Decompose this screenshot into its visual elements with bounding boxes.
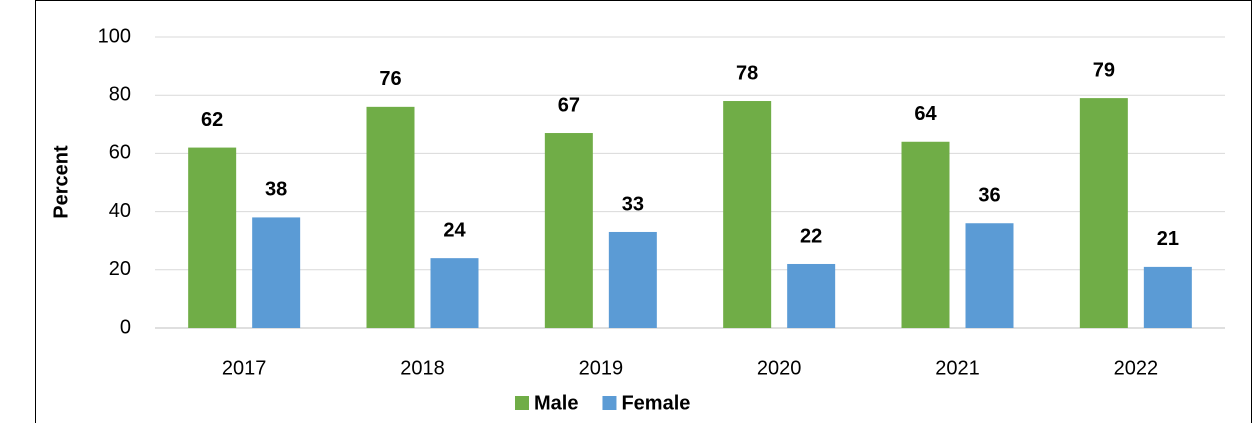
data-label: 36 xyxy=(978,185,1000,207)
bar xyxy=(723,101,772,329)
x-tick-label: 2022 xyxy=(1114,357,1159,379)
y-tick-label: 20 xyxy=(109,258,131,280)
data-label: 22 xyxy=(800,225,822,247)
x-tick-label: 2017 xyxy=(222,357,267,379)
x-tick-label: 2021 xyxy=(935,357,980,379)
data-label: 76 xyxy=(379,68,401,90)
data-label: 38 xyxy=(265,179,287,201)
y-tick-label: 60 xyxy=(109,142,131,164)
bar xyxy=(430,258,479,328)
data-label: 64 xyxy=(914,103,937,125)
bar xyxy=(965,223,1014,328)
data-label: 79 xyxy=(1093,59,1115,81)
bar xyxy=(252,217,301,328)
data-label: 62 xyxy=(201,109,223,131)
legend-swatch xyxy=(515,396,529,410)
y-tick-label: 0 xyxy=(120,316,131,338)
legend-label: Female xyxy=(621,392,690,414)
data-label: 67 xyxy=(558,94,580,116)
x-tick-label: 2018 xyxy=(400,357,445,379)
y-tick-label: 100 xyxy=(98,25,131,47)
data-label: 21 xyxy=(1157,228,1179,250)
bar xyxy=(608,231,657,328)
y-tick-label: 80 xyxy=(109,83,131,105)
data-label: 24 xyxy=(443,219,466,241)
data-label: 33 xyxy=(622,193,644,215)
x-tick-label: 2020 xyxy=(757,357,802,379)
legend-label: Male xyxy=(534,392,578,414)
bar xyxy=(188,147,237,328)
y-axis-title: Percent xyxy=(50,145,72,219)
bar xyxy=(544,133,593,328)
legend-swatch xyxy=(602,396,617,410)
bar xyxy=(366,106,415,328)
bar xyxy=(1143,266,1192,328)
y-tick-label: 40 xyxy=(109,200,131,222)
bar xyxy=(787,263,836,328)
x-tick-label: 2019 xyxy=(579,357,624,379)
data-label: 78 xyxy=(736,62,758,84)
bar xyxy=(1079,98,1128,328)
bar xyxy=(901,141,950,328)
